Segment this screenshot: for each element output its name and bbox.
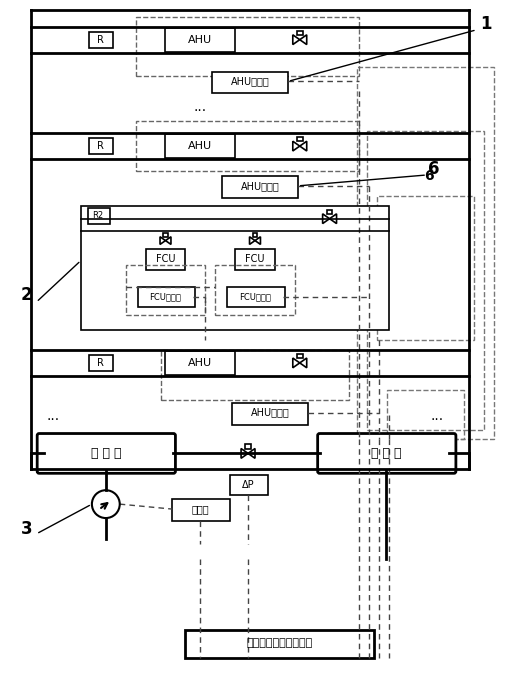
- Bar: [212, 71, 288, 93]
- Bar: [89, 355, 113, 371]
- Text: 6: 6: [428, 160, 440, 178]
- Text: FCU: FCU: [245, 254, 265, 265]
- Bar: [245, 444, 251, 448]
- Bar: [166, 134, 235, 158]
- Text: FCU: FCU: [156, 254, 175, 265]
- Text: AHU: AHU: [188, 358, 212, 368]
- Bar: [387, 390, 464, 439]
- Bar: [146, 249, 185, 270]
- Text: 变频器: 变频器: [192, 504, 209, 514]
- Text: 1: 1: [480, 15, 491, 32]
- Text: 2: 2: [20, 286, 32, 304]
- Text: ···: ···: [194, 104, 207, 118]
- Bar: [172, 499, 230, 521]
- Text: AHU: AHU: [188, 141, 212, 151]
- Text: 管网平衡变流量控制器: 管网平衡变流量控制器: [247, 638, 313, 648]
- Text: AHU控制器: AHU控制器: [250, 408, 289, 417]
- Bar: [327, 209, 332, 214]
- Bar: [161, 350, 350, 399]
- Text: 6: 6: [424, 169, 434, 183]
- Bar: [297, 137, 303, 141]
- Bar: [88, 208, 110, 224]
- Bar: [185, 630, 374, 659]
- FancyBboxPatch shape: [37, 433, 175, 473]
- Bar: [89, 138, 113, 154]
- Bar: [136, 17, 360, 77]
- Bar: [297, 354, 303, 358]
- Text: FCU控制器: FCU控制器: [239, 293, 271, 302]
- Bar: [166, 28, 235, 52]
- Text: FCU控制器: FCU控制器: [149, 293, 181, 302]
- Bar: [138, 287, 195, 307]
- Text: ···: ···: [47, 413, 59, 426]
- Bar: [297, 30, 303, 35]
- Text: R: R: [98, 35, 104, 45]
- FancyBboxPatch shape: [318, 433, 456, 473]
- Bar: [222, 176, 298, 198]
- Bar: [89, 32, 113, 48]
- Bar: [235, 249, 275, 270]
- Bar: [377, 196, 474, 340]
- Text: R: R: [98, 358, 104, 368]
- Bar: [215, 265, 295, 315]
- Text: ΔP: ΔP: [242, 480, 255, 490]
- Bar: [253, 234, 257, 237]
- Text: ···: ···: [430, 413, 443, 426]
- Text: 3: 3: [20, 520, 32, 538]
- Bar: [166, 351, 235, 375]
- Text: 集 水 器: 集 水 器: [371, 447, 401, 460]
- Bar: [358, 66, 494, 439]
- Text: R: R: [98, 141, 104, 151]
- Bar: [367, 131, 484, 430]
- Bar: [81, 206, 389, 330]
- Bar: [232, 403, 308, 424]
- Bar: [163, 234, 168, 237]
- Text: R2: R2: [92, 211, 104, 220]
- Text: AHU控制器: AHU控制器: [231, 77, 269, 86]
- Bar: [136, 121, 360, 171]
- Text: 分 水 器: 分 水 器: [90, 447, 121, 460]
- Bar: [125, 265, 205, 315]
- Bar: [230, 475, 268, 495]
- Bar: [227, 287, 285, 307]
- Text: AHU控制器: AHU控制器: [241, 181, 279, 191]
- Text: AHU: AHU: [188, 35, 212, 45]
